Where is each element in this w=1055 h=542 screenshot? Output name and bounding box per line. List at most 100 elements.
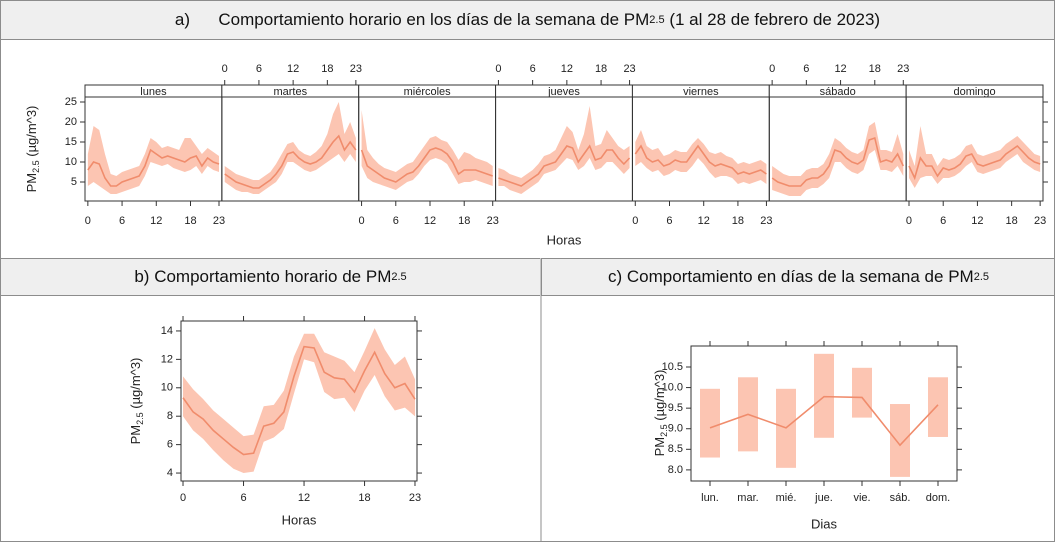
x-tick-label: 23: [409, 492, 421, 504]
x-tick-label: dom.: [926, 492, 950, 504]
x-tick-label: 23: [623, 63, 635, 75]
x-tick-label: 12: [287, 63, 299, 75]
strip-label: viernes: [683, 86, 719, 98]
x-tick-label: 23: [760, 215, 772, 227]
y-tick-label: 8: [167, 410, 173, 422]
strip-label: sábado: [820, 86, 856, 98]
strip-label: jueves: [547, 86, 580, 98]
x-axis-label: Horas: [547, 232, 582, 247]
x-tick-label: 18: [358, 492, 370, 504]
strip-label: miércoles: [404, 86, 452, 98]
chart-title: Comportamiento en días de la semana de P…: [626, 267, 974, 286]
ylabel-main: PM: [652, 437, 667, 457]
x-tick-label: 12: [561, 63, 573, 75]
y-tick-label: 5: [71, 176, 77, 188]
mean-line: [182, 345, 416, 456]
x-axis-label: Dias: [811, 516, 838, 531]
ci-bar: [700, 388, 720, 458]
ylabel-end: (µg/m^3): [652, 370, 667, 425]
panel-label: a): [174, 10, 191, 29]
x-axis-label: Horas: [282, 512, 317, 527]
y-tick-label: 10.0: [662, 381, 683, 393]
y-tick-label: 20: [65, 116, 77, 128]
x-tick-label: mar.: [737, 492, 758, 504]
ci-bar: [890, 404, 910, 477]
y-tick-label: 10.5: [662, 361, 683, 373]
ci-band: [772, 122, 904, 196]
mean-line: [87, 148, 220, 187]
x-tick-label: 12: [298, 492, 310, 504]
x-tick-label: sáb.: [890, 492, 911, 504]
strip-label: domingo: [953, 86, 995, 98]
y-tick-label: 12: [161, 353, 173, 365]
x-tick-label: 12: [150, 215, 162, 227]
x-tick-label: 0: [769, 63, 775, 75]
x-tick-label: 18: [1006, 215, 1018, 227]
y-axis-label: PM2.5 (µg/m^3): [24, 106, 41, 193]
panel-label: b): [134, 267, 150, 286]
title-sub: 2.5: [649, 14, 665, 26]
x-tick-label: 23: [897, 63, 909, 75]
x-tick-label: 6: [530, 63, 536, 75]
x-tick-label: 23: [1034, 215, 1046, 227]
ci-band: [87, 126, 220, 194]
y-tick-label: 6: [167, 439, 173, 451]
mean-line: [634, 144, 767, 175]
x-tick-label: 6: [240, 492, 246, 504]
mean-line: [908, 144, 1041, 181]
ci-bar: [928, 377, 948, 437]
y-axis-label: PM2.5 (µg/m^3): [128, 358, 145, 445]
x-tick-label: jue.: [814, 492, 833, 504]
ci-bar: [852, 367, 872, 418]
ylabel-end: (µg/m^3): [128, 358, 143, 413]
ylabel-sub: 2.5: [135, 412, 145, 425]
x-tick-label: 0: [906, 215, 912, 227]
strip-label: lunes: [140, 86, 167, 98]
plot-frame: [180, 320, 418, 482]
y-axis-label: PM2.5 (µg/m^3): [652, 370, 669, 457]
x-tick-label: 12: [424, 215, 436, 227]
x-tick-label: 23: [487, 215, 499, 227]
ylabel-sub: 2.5: [31, 160, 41, 173]
ylabel-end: (µg/m^3): [24, 106, 39, 161]
x-tick-label: lun.: [701, 492, 719, 504]
ci-band: [635, 130, 767, 184]
x-tick-label: 0: [180, 492, 186, 504]
strip-label: martes: [273, 86, 307, 98]
mean-line: [709, 395, 939, 447]
x-tick-label: 18: [732, 215, 744, 227]
y-tick-label: 9.5: [668, 402, 683, 414]
y-tick-label: 15: [65, 136, 77, 148]
y-tick-label: 10: [65, 156, 77, 168]
x-tick-label: 6: [803, 63, 809, 75]
header-a: a) Comportamiento horario en los días de…: [1, 1, 1054, 40]
mean-line: [771, 136, 905, 187]
ylabel-sub: 2.5: [659, 424, 669, 437]
header-c: c) Comportamiento en días de la semana d…: [541, 258, 1054, 296]
x-tick-label: 6: [256, 63, 262, 75]
x-tick-label: 0: [632, 215, 638, 227]
y-tick-label: 9.0: [668, 423, 683, 435]
ci-band: [183, 328, 415, 474]
panel-label: c): [607, 267, 623, 286]
x-tick-label: 6: [940, 215, 946, 227]
x-tick-label: 6: [666, 215, 672, 227]
x-tick-label: 12: [834, 63, 846, 75]
title-sub: 2.5: [973, 271, 989, 283]
x-tick-label: 23: [213, 215, 225, 227]
title-end: (1 al 28 de febrero de 2023): [664, 10, 881, 29]
x-tick-label: 6: [393, 215, 399, 227]
mean-line: [498, 144, 631, 187]
chart-title: Comportamiento horario de PM: [154, 267, 392, 286]
y-tick-label: 25: [65, 96, 77, 108]
title-sub: 2.5: [391, 271, 407, 283]
x-tick-label: 18: [869, 63, 881, 75]
ci-band: [361, 110, 493, 190]
header-b: b) Comportamiento horario de PM 2.5: [1, 258, 540, 296]
x-tick-label: 12: [698, 215, 710, 227]
ci-band: [224, 102, 356, 194]
y-tick-label: 8.0: [668, 464, 683, 476]
ci-band: [908, 126, 1041, 188]
y-tick-label: 14: [161, 325, 173, 337]
x-tick-label: 18: [458, 215, 470, 227]
